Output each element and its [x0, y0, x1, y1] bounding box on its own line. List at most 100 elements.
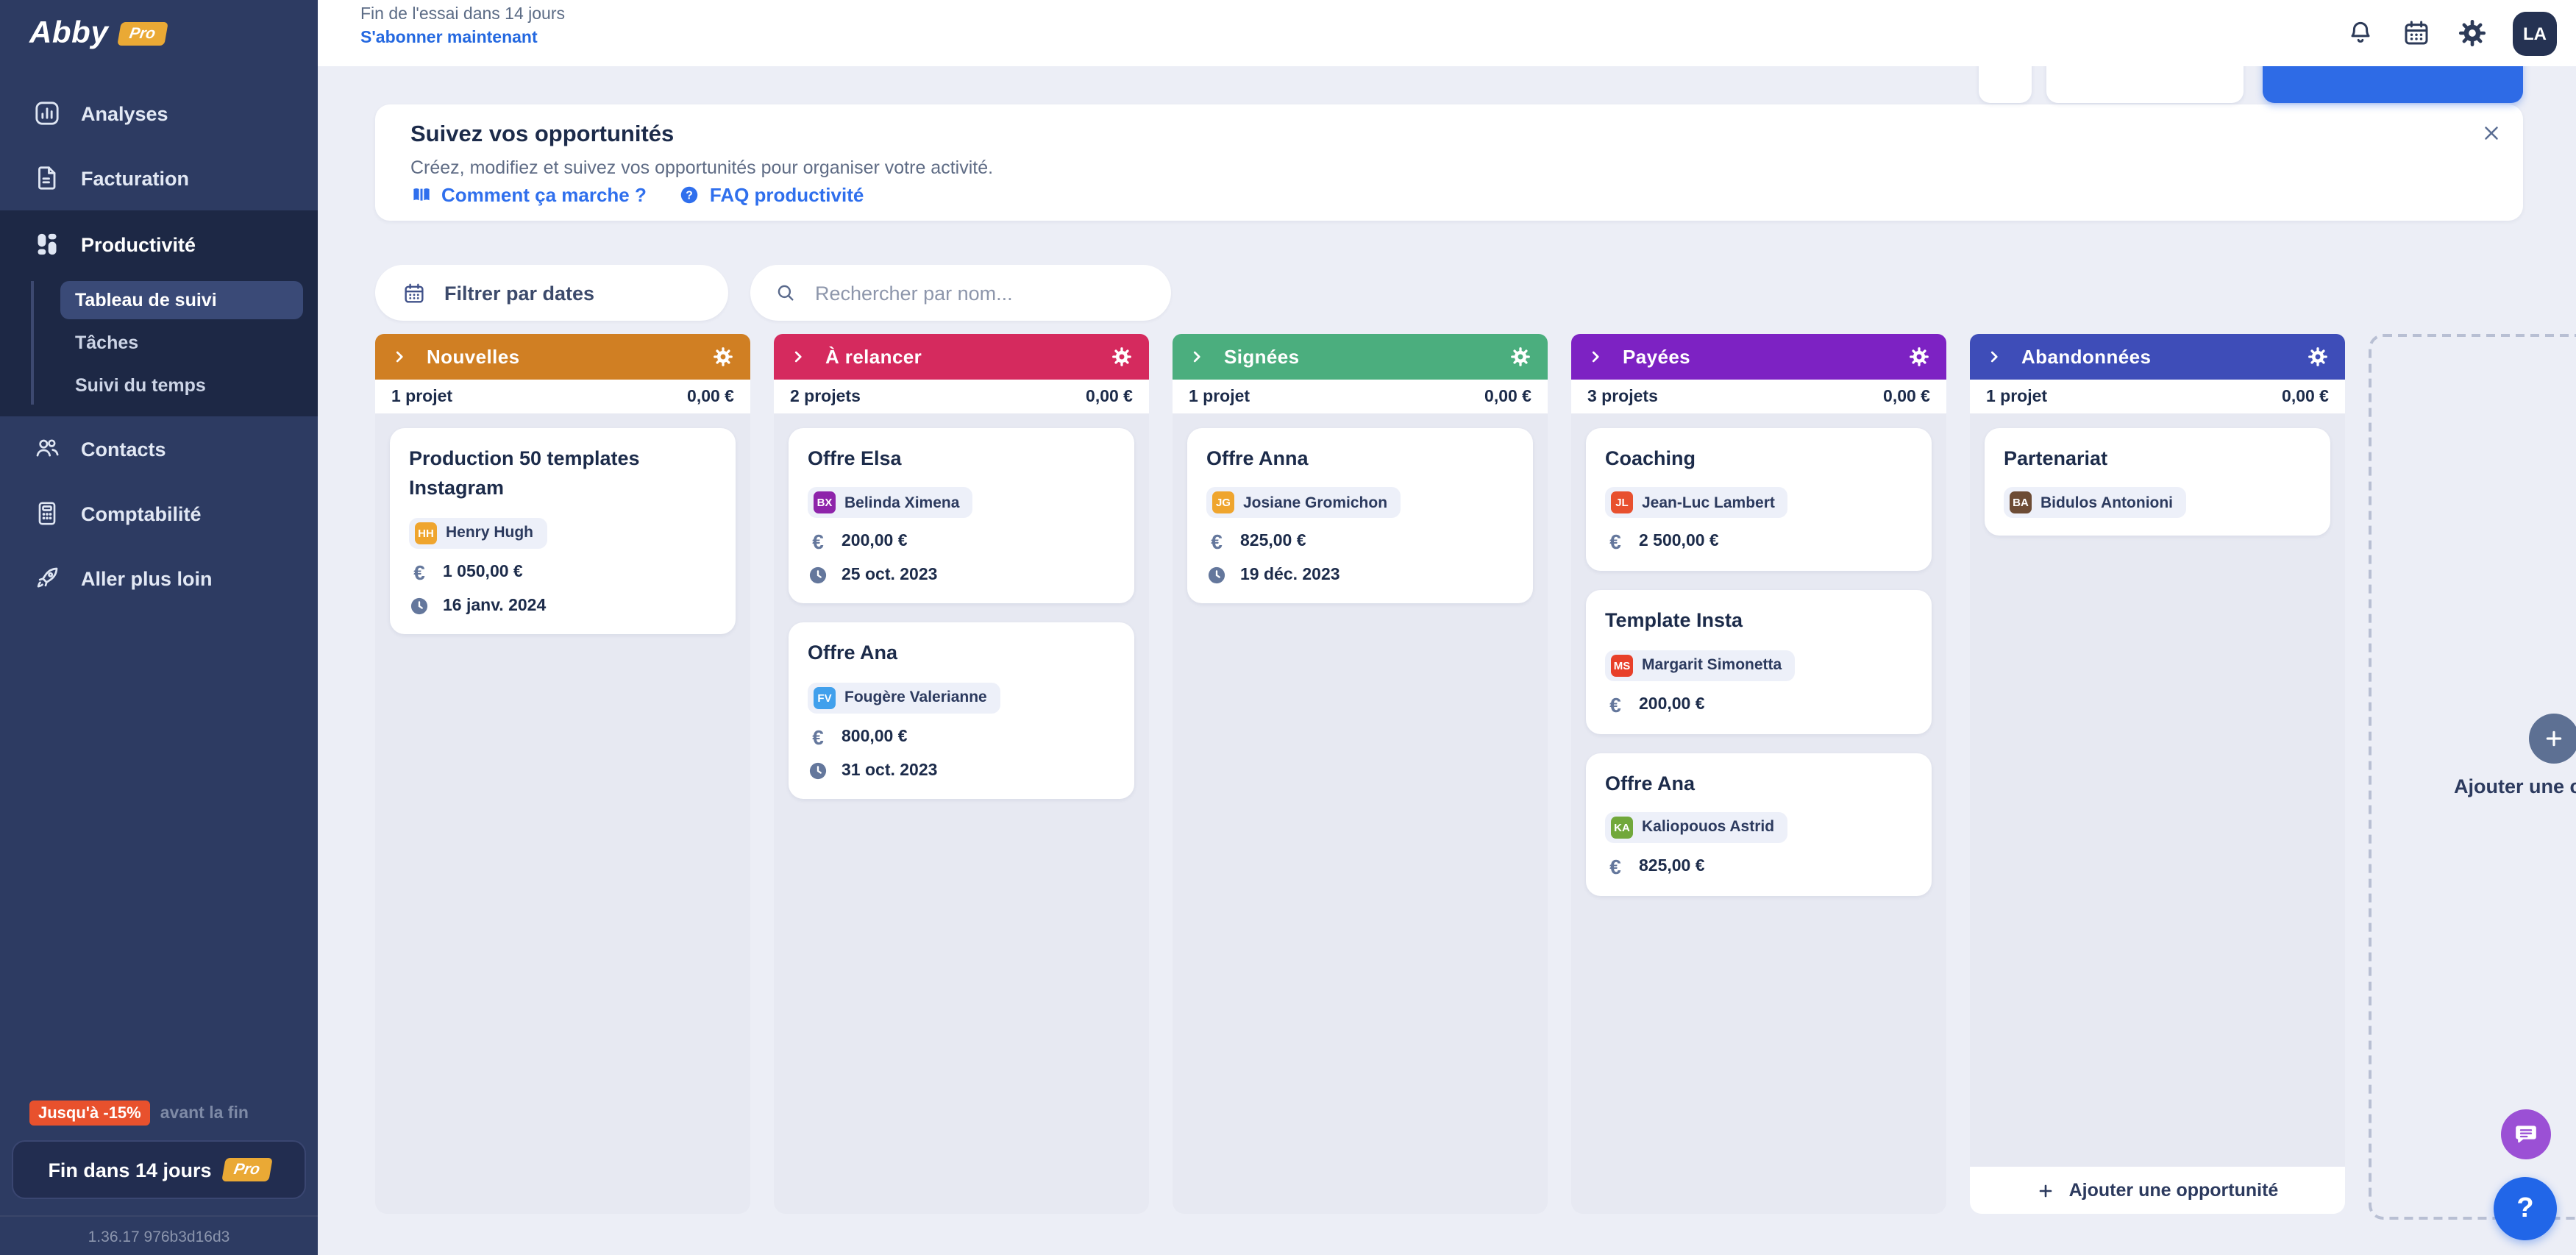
app-version: 1.36.17 976b3d16d3 [0, 1215, 318, 1246]
contact-chip: JG Josiane Gromichon [1206, 487, 1401, 519]
card-amount-row: €200,00 € [808, 530, 1115, 554]
card-amount-row: €825,00 € [1206, 530, 1514, 554]
column-gear-icon[interactable] [2307, 346, 2329, 368]
card-amount: 200,00 € [842, 533, 908, 551]
card-title: Offre Ana [1605, 772, 1696, 794]
banner-links: Comment ça marche ? ? FAQ productivité [410, 184, 864, 206]
filter-bar: Filtrer par dates [375, 265, 1171, 321]
chevron-right-icon [1986, 349, 2002, 365]
topbar-icons: LA [2345, 0, 2557, 66]
date-filter-button[interactable]: Filtrer par dates [375, 265, 728, 321]
sidebar-item-analyses[interactable]: Analyses [0, 81, 318, 146]
opportunities-banner: Suivez vos opportunités Créez, modifiez … [375, 104, 2523, 221]
opportunity-card[interactable]: Coaching JL Jean-Luc Lambert €2 500,00 € [1586, 428, 1932, 572]
close-icon[interactable] [2480, 122, 2502, 144]
card-amount: 825,00 € [1639, 857, 1705, 875]
column-title: Signées [1224, 346, 1300, 368]
chevron-right-icon [391, 349, 408, 365]
column-project-count: 1 projet [391, 388, 453, 405]
kanban-column: Signées 1 projet 0,00 € Offre Anna JG Josiane… [1173, 334, 1548, 1214]
banner-link[interactable]: ? FAQ productivité [679, 184, 864, 206]
contacts-icon [32, 434, 62, 463]
notifications-bell-icon[interactable] [2345, 18, 2376, 49]
column-header[interactable]: Abandonnées [1970, 334, 2345, 380]
trial-countdown-button[interactable]: Fin dans 14 jours Pro [12, 1140, 306, 1199]
sidebar-bottom: Jusqu'à -15% avant la fin Fin dans 14 jo… [0, 1101, 318, 1246]
sidebar-item-comptabilite[interactable]: Comptabilité [0, 481, 318, 546]
contact-chip: BX Belinda Ximena [808, 487, 973, 519]
kanban-column: Nouvelles 1 projet 0,00 € Production 50 tem… [375, 334, 750, 1214]
opportunity-card[interactable]: Offre Ana FV Fougère Valerianne €800,00 € 31… [789, 622, 1134, 798]
contact-name: Belinda Ximena [844, 494, 960, 512]
chevron-right-icon [1189, 349, 1205, 365]
kanban-column: À relancer 2 projets 0,00 € Offre Elsa BX Bel… [774, 334, 1149, 1214]
column-title: À relancer [825, 346, 922, 368]
calendar-icon[interactable] [2401, 18, 2432, 49]
trial-button-label: Fin dans 14 jours [48, 1159, 212, 1181]
sidebar-item-label: Facturation [81, 167, 190, 189]
promo-discount-badge: Jusqu'à -15% [29, 1101, 150, 1126]
sidebar: Abby Pro Analyses Facturation Productivité… [0, 0, 318, 1255]
contact-name: Margarit Simonetta [1642, 656, 1782, 674]
banner-title: Suivez vos opportunités [410, 122, 675, 147]
column-title: Nouvelles [427, 346, 520, 368]
column-total: 0,00 € [687, 388, 734, 405]
euro-icon: € [1609, 530, 1621, 554]
add-opportunity-button[interactable]: Ajouter une opportunité [1970, 1167, 2345, 1214]
column-project-count: 1 projet [1189, 388, 1250, 405]
sidebar-item-contacts[interactable]: Contacts [0, 416, 318, 481]
add-column-zone: Ajouter une c [2369, 334, 2576, 1220]
column-body: Offre Elsa BX Belinda Ximena €200,00 € 25 oc… [774, 413, 1149, 1214]
app-logo[interactable]: Abby Pro [0, 0, 318, 51]
contact-avatar: FV [814, 686, 836, 708]
column-gear-icon[interactable] [1908, 346, 1930, 368]
sidebar-item-suivi-du-temps[interactable]: Suivi du temps [75, 375, 206, 396]
card-date: 25 oct. 2023 [842, 566, 938, 585]
column-project-count: 2 projets [790, 388, 861, 405]
card-date: 31 oct. 2023 [842, 761, 938, 779]
column-header[interactable]: Nouvelles [375, 334, 750, 380]
sidebar-item-productivite[interactable]: Productivité [0, 212, 318, 277]
plus-icon [2542, 727, 2566, 750]
contact-chip: KA Kaliopouos Astrid [1605, 811, 1788, 843]
column-gear-icon[interactable] [1509, 346, 1531, 368]
column-counts: 1 projet 0,00 € [1173, 380, 1548, 413]
column-gear-icon[interactable] [1111, 346, 1133, 368]
opportunity-card[interactable]: Offre Elsa BX Belinda Ximena €200,00 € 25 oc… [789, 428, 1134, 604]
opportunity-card[interactable]: Partenariat BA Bidulos Antonioni [1985, 428, 2330, 536]
sidebar-item-label: Contacts [81, 438, 166, 460]
help-fab-button[interactable]: ? [2494, 1177, 2557, 1240]
column-counts: 3 projets 0,00 € [1571, 380, 1946, 413]
banner-link[interactable]: Comment ça marche ? [410, 184, 647, 206]
user-avatar[interactable]: LA [2513, 11, 2557, 55]
euro-icon: € [1609, 854, 1621, 878]
opportunity-card[interactable]: Offre Anna JG Josiane Gromichon €825,00 € 19… [1187, 428, 1533, 604]
add-column-button[interactable] [2529, 714, 2576, 764]
column-header[interactable]: Signées [1173, 334, 1548, 380]
banner-subtitle: Créez, modifiez et suivez vos opportunit… [410, 157, 994, 178]
column-header[interactable]: Payées [1571, 334, 1946, 380]
search-icon [774, 281, 797, 305]
sidebar-item-aller-plus-loin[interactable]: Aller plus loin [0, 546, 318, 611]
column-gear-icon[interactable] [712, 346, 734, 368]
search-input[interactable] [812, 280, 1127, 305]
subscribe-link[interactable]: S'abonner maintenant [360, 29, 538, 46]
chevron-right-icon [790, 349, 806, 365]
chat-fab-button[interactable] [2501, 1109, 2551, 1159]
opportunity-card[interactable]: Offre Ana KA Kaliopouos Astrid €825,00 € [1586, 753, 1932, 896]
column-total: 0,00 € [1484, 388, 1531, 405]
sidebar-item-facturation[interactable]: Facturation [0, 146, 318, 210]
opportunity-card[interactable]: Production 50 templates Instagram HH Henry… [390, 428, 736, 633]
sidebar-item-taches[interactable]: Tâches [75, 333, 139, 353]
contact-avatar: JG [1212, 491, 1234, 514]
column-header[interactable]: À relancer [774, 334, 1149, 380]
column-title: Payées [1623, 346, 1691, 368]
gear-icon[interactable] [2457, 18, 2488, 49]
question-circle-icon: ? [679, 184, 701, 206]
invoice-icon [32, 163, 62, 193]
sidebar-item-tableau-de-suivi[interactable]: Tableau de suivi [60, 281, 303, 319]
card-amount: 825,00 € [1240, 533, 1306, 551]
opportunity-card[interactable]: Template Insta MS Margarit Simonetta €200,0… [1586, 590, 1932, 733]
main-content: Suivez vos opportunités Créez, modifiez … [318, 66, 2576, 1255]
sidebar-nav: Analyses Facturation Productivité Tableau d… [0, 81, 318, 611]
